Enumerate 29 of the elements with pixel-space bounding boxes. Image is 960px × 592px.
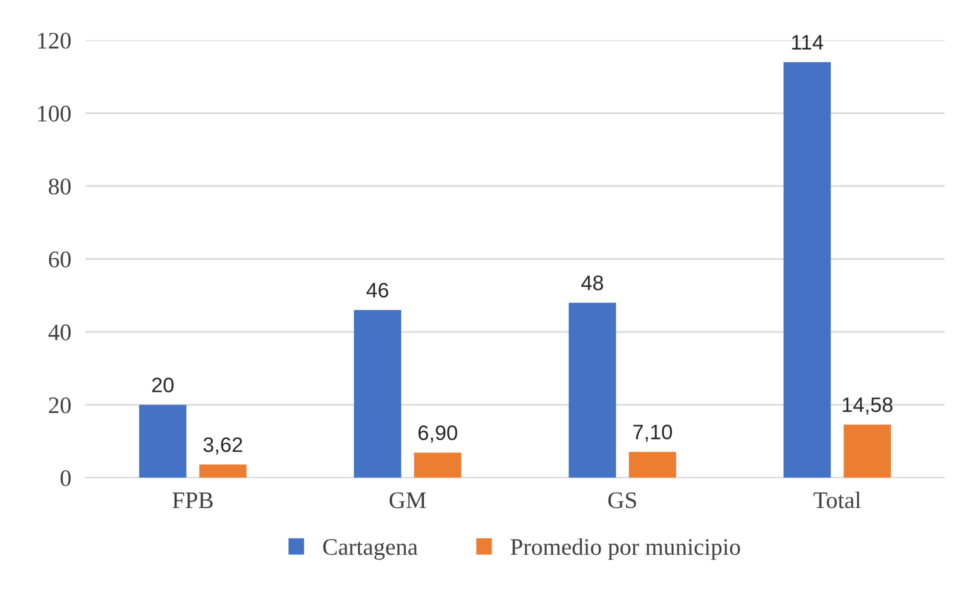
y-tick-label: 100 [38, 106, 71, 122]
y-tick-label: 0 [60, 470, 71, 486]
data-label: 7,10 [633, 424, 672, 442]
data-label: 20 [152, 378, 174, 392]
y-tick-label: 40 [48, 324, 71, 340]
legend-label: Promedio por municipio [510, 538, 740, 560]
data-label: 46 [366, 282, 388, 298]
x-tick-label: Total [814, 492, 861, 508]
bar [628, 452, 676, 478]
y-tick-label: 80 [48, 178, 71, 195]
legend-label: Cartagena [323, 539, 418, 560]
y-tick-label: 120 [38, 32, 71, 49]
bar [354, 310, 402, 478]
data-label: 114 [792, 35, 824, 50]
bar [784, 62, 831, 478]
data-label: 14,58 [842, 397, 892, 415]
bar [199, 464, 247, 478]
bar [139, 404, 186, 478]
bar [414, 452, 462, 478]
y-tick-label: 60 [48, 251, 71, 268]
bar [568, 302, 616, 478]
data-label: 6,90 [418, 425, 458, 443]
y-tick-label: 20 [48, 397, 71, 414]
x-tick-label: FPB [172, 492, 213, 508]
data-label: 3,62 [203, 437, 242, 455]
data-label: 48 [581, 276, 604, 290]
bar [844, 424, 891, 478]
x-tick-label: GS [608, 492, 636, 508]
x-tick-label: GM [390, 492, 426, 508]
